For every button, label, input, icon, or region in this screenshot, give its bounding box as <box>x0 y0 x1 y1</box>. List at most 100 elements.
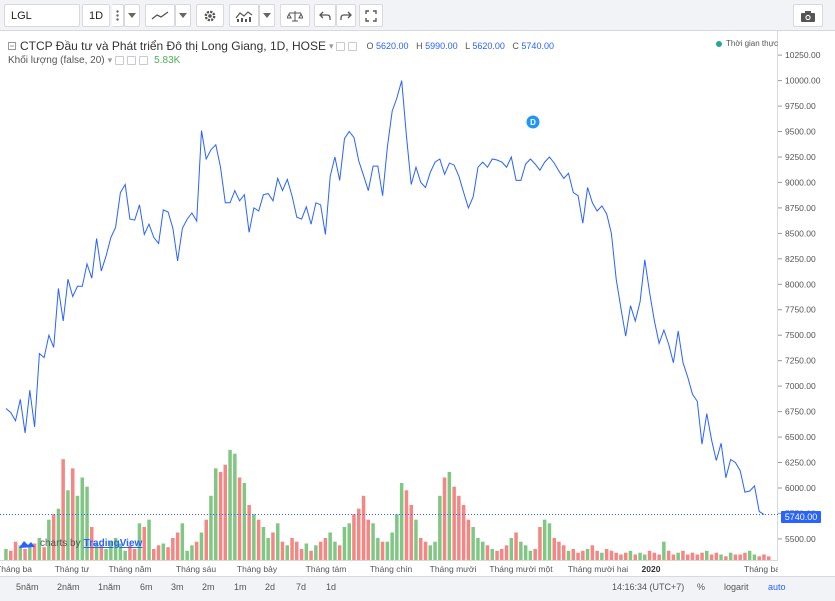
range-2y[interactable]: 2năm <box>57 582 80 592</box>
volume-bar <box>476 538 480 560</box>
range-6m[interactable]: 6m <box>140 582 153 592</box>
auto-scale-toggle[interactable]: auto <box>768 582 786 592</box>
time-axis[interactable]: Tháng ba Tháng tư Tháng năm Tháng sáu Tháng … <box>0 560 778 576</box>
indicators-button[interactable] <box>229 4 259 27</box>
volume-remove-icon[interactable] <box>139 56 149 65</box>
volume-bar <box>199 532 204 560</box>
volume-bar <box>705 550 709 560</box>
camera-icon <box>801 10 815 22</box>
undo-button[interactable] <box>314 4 336 27</box>
undo-icon <box>319 11 331 20</box>
volume-bar <box>738 554 742 560</box>
volume-bar <box>562 545 566 560</box>
visibility-toggle-icon[interactable] <box>336 41 346 51</box>
volume-bar <box>662 541 666 560</box>
volume-bar <box>152 549 156 560</box>
volume-bar <box>42 547 46 560</box>
time-tick-label: Tháng ba <box>0 564 32 574</box>
vertical-dots-icon <box>116 10 119 21</box>
more-intervals-button[interactable] <box>112 4 124 27</box>
range-2d[interactable]: 2d <box>265 582 276 592</box>
volume-label: Khối lượng (false, 20) <box>8 55 105 66</box>
bottom-toolbar: 5năm 2năm 1năm 6m 3m 2m 1m 2d 7d 1d 14:1… <box>0 576 835 601</box>
percent-toggle[interactable]: % <box>697 582 706 592</box>
volume-bar <box>280 541 285 560</box>
branding-link[interactable]: TradingView <box>83 538 143 549</box>
range-1y[interactable]: 1năm <box>98 582 121 592</box>
volume-bar <box>51 514 56 560</box>
volume-bar <box>75 495 80 560</box>
settings-button[interactable] <box>196 4 224 27</box>
volume-bar <box>547 523 552 560</box>
redo-button[interactable] <box>336 4 356 27</box>
volume-bar <box>414 519 418 560</box>
chart-style-button[interactable] <box>145 4 175 27</box>
volume-bar <box>624 552 628 560</box>
volume-bar <box>299 549 304 560</box>
volume-bar <box>266 538 270 560</box>
legend-settings-icon[interactable] <box>348 41 358 51</box>
range-1m[interactable]: 1m <box>234 582 247 592</box>
volume-dropdown-icon[interactable]: ▾ <box>107 55 113 65</box>
realtime-label: Thời gian thực <box>726 39 778 48</box>
volume-bar <box>228 450 232 560</box>
price-tick-label: 9000.00 <box>785 177 816 187</box>
volume-bar <box>361 495 366 560</box>
volume-bar <box>337 545 342 560</box>
dividend-event-marker[interactable]: D <box>526 115 540 129</box>
volume-bar <box>719 554 723 560</box>
tradingview-branding[interactable]: charts by TradingView <box>18 538 142 549</box>
compare-button[interactable] <box>280 4 310 27</box>
range-2m[interactable]: 2m <box>202 582 215 592</box>
range-3m[interactable]: 3m <box>171 582 184 592</box>
volume-bar <box>557 541 561 560</box>
price-axis[interactable]: 5500.005750.006000.006250.006500.006750.… <box>778 31 835 572</box>
low-label: L <box>465 41 470 51</box>
volume-settings-icon[interactable] <box>127 56 137 65</box>
volume-bar <box>523 545 528 560</box>
volume-bar <box>724 556 728 560</box>
time-tick-label: Tháng năm <box>109 564 152 574</box>
volume-bar <box>252 514 256 560</box>
chart-pane[interactable]: D <box>0 31 778 572</box>
interval-dropdown-button[interactable] <box>124 4 140 27</box>
volume-bar <box>118 543 123 560</box>
volume-bar <box>233 453 237 560</box>
high-label: H <box>416 41 423 51</box>
clock-display[interactable]: 14:16:34 (UTC+7) <box>612 582 685 592</box>
range-7d[interactable]: 7d <box>296 582 307 592</box>
interval-button[interactable]: 1D <box>82 4 110 27</box>
volume-bar <box>519 541 523 560</box>
volume-bar <box>23 549 27 560</box>
volume-legend: Khối lượng (false, 20) ▾ 5.83K <box>8 55 180 66</box>
log-toggle[interactable]: logarit <box>724 582 749 592</box>
volume-bar <box>581 550 585 560</box>
price-chart[interactable]: D <box>0 31 778 572</box>
scales-icon <box>287 10 303 21</box>
volume-bar <box>762 554 766 560</box>
low-value: 5620.00 <box>472 41 505 51</box>
snapshot-button[interactable] <box>793 4 823 27</box>
price-tick-label: 6500.00 <box>785 432 816 442</box>
volume-bar <box>28 547 32 560</box>
collapse-icon[interactable] <box>8 42 16 50</box>
range-5y[interactable]: 5năm <box>16 582 39 592</box>
legend-dropdown-icon[interactable]: ▾ <box>328 40 334 51</box>
realtime-status: Thời gian thực <box>716 39 778 48</box>
chart-style-dropdown-button[interactable] <box>175 4 191 27</box>
volume-bar <box>190 545 194 560</box>
volume-bar <box>66 490 70 560</box>
fullscreen-button[interactable] <box>359 4 383 27</box>
volume-bar <box>171 538 175 560</box>
time-tick-label: Tháng mười <box>430 564 477 574</box>
volume-visibility-icon[interactable] <box>115 56 125 65</box>
volume-value: 5.83K <box>154 55 181 66</box>
redo-icon <box>340 11 352 20</box>
volume-bar <box>185 550 189 560</box>
tradingview-logo-icon <box>19 541 35 548</box>
indicators-dropdown-button[interactable] <box>259 4 275 27</box>
price-tick-label: 7250.00 <box>785 356 816 366</box>
range-1d[interactable]: 1d <box>326 582 337 592</box>
symbol-input[interactable]: LGL <box>4 4 80 27</box>
volume-bar <box>514 532 518 560</box>
